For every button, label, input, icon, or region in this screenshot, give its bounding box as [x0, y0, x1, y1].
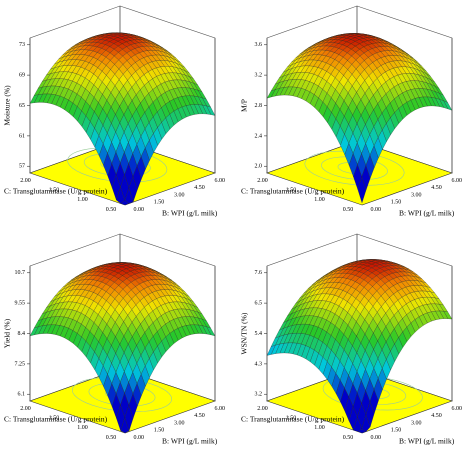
z-axis-label: Yield (%): [3, 318, 12, 348]
y-axis-label: B: WPI (g/L milk): [399, 437, 455, 446]
x-axis-label: C: Transglutaminase (U/g protein): [241, 415, 345, 424]
y-tick-label: 1.50: [391, 200, 402, 206]
surface-cell: [357, 428, 367, 434]
surface-cell: [120, 200, 130, 206]
z-tick-label: 3.6: [255, 42, 263, 48]
y-tick-label: 3.00: [174, 192, 185, 198]
y-tick-label: 4.50: [194, 185, 205, 191]
surface-cell: [120, 417, 130, 434]
x-tick-label: 2.00: [257, 406, 268, 412]
y-tick-label: 0.00: [134, 435, 145, 441]
x-tick-label: 1.50: [49, 188, 60, 194]
z-tick-label: 7.6: [255, 270, 263, 276]
x-tick-label: 0.50: [343, 207, 354, 213]
y-tick-label: 0.00: [371, 207, 382, 213]
y-axis-label: B: WPI (g/L milk): [399, 209, 455, 218]
x-tick-label: 1.50: [286, 416, 297, 422]
y-tick-label: 3.00: [411, 192, 422, 198]
z-tick-label: 3.2: [255, 392, 263, 398]
y-axis-label: B: WPI (g/L milk): [162, 209, 218, 218]
x-axis-label: C: Transglutaminase (U/g protein): [4, 187, 108, 196]
z-tick-label: 2.4: [255, 133, 263, 139]
z-tick-label: 57: [19, 164, 25, 170]
surface-panel: 2.0 2.4 2.8 3.2 3.6 M/P 0.50 1.00 1.50 2.00 C: Tra…: [240, 5, 463, 218]
z-tick-label: 4.3: [255, 361, 263, 367]
y-tick-label: 0.00: [371, 435, 382, 441]
y-tick-label: 6.00: [452, 406, 463, 412]
x-tick-label: 2.00: [257, 178, 268, 184]
x-tick-label: 1.50: [286, 188, 297, 194]
z-axis-label: Moisture (%): [3, 85, 12, 126]
x-tick-label: 0.50: [106, 435, 117, 441]
z-tick-label: 6.1: [18, 392, 26, 398]
z-tick-label: 10.7: [15, 270, 26, 276]
y-tick-label: 6.00: [215, 178, 226, 184]
surface-panel: 3.2 4.3 5.4 6.5 7.6 WSN/TN (%) 0.50 1.00 1.50 2.0…: [240, 233, 463, 446]
x-tick-label: 0.50: [343, 435, 354, 441]
x-tick-label: 1.50: [49, 416, 60, 422]
surface-panel: 6.1 7.25 8.4 9.55 10.7 Yield (%) 0.50 1.00 1.50 2…: [3, 233, 226, 446]
z-tick-label: 61: [19, 133, 25, 139]
x-axis-label: C: Transglutaminase (U/g protein): [4, 415, 108, 424]
z-tick-label: 3.2: [255, 73, 263, 79]
x-tick-label: 2.00: [20, 406, 31, 412]
z-tick-label: 65: [19, 103, 25, 109]
z-tick-label: 69: [19, 73, 25, 79]
y-axis-label: B: WPI (g/L milk): [162, 437, 218, 446]
z-tick-label: 5.4: [255, 331, 263, 337]
z-tick-label: 2.8: [255, 103, 263, 109]
y-tick-label: 6.00: [452, 178, 463, 184]
y-tick-label: 4.50: [194, 413, 205, 419]
x-tick-label: 1.00: [77, 197, 88, 203]
z-tick-label: 73: [19, 42, 25, 48]
y-tick-label: 6.00: [215, 406, 226, 412]
y-tick-label: 4.50: [431, 185, 442, 191]
z-tick-label: 6.5: [255, 301, 263, 307]
x-axis-label: C: Transglutaminase (U/g protein): [241, 187, 345, 196]
z-tick-label: 8.4: [18, 331, 26, 337]
z-tick-label: 7.25: [15, 361, 26, 367]
x-tick-label: 1.00: [77, 425, 88, 431]
y-tick-label: 1.50: [391, 428, 402, 434]
x-tick-label: 2.00: [20, 178, 31, 184]
x-tick-label: 0.50: [106, 207, 117, 213]
x-tick-label: 1.00: [314, 425, 325, 431]
x-tick-label: 1.00: [314, 197, 325, 203]
y-tick-label: 3.00: [411, 420, 422, 426]
surface-panel: 57 61 65 69 73 Moisture (%) 0.50 1.00 1.50 2.00 C:…: [3, 5, 226, 218]
y-tick-label: 3.00: [174, 420, 185, 426]
z-axis-label: WSN/TN (%): [240, 312, 249, 354]
z-tick-label: 9.55: [15, 301, 26, 307]
y-tick-label: 4.50: [431, 413, 442, 419]
y-tick-label: 0.00: [134, 207, 145, 213]
y-tick-label: 1.50: [154, 428, 165, 434]
z-tick-label: 2.0: [255, 164, 263, 170]
z-axis-label: M/P: [240, 99, 249, 112]
y-tick-label: 1.50: [154, 200, 165, 206]
surface-cell: [357, 176, 367, 204]
